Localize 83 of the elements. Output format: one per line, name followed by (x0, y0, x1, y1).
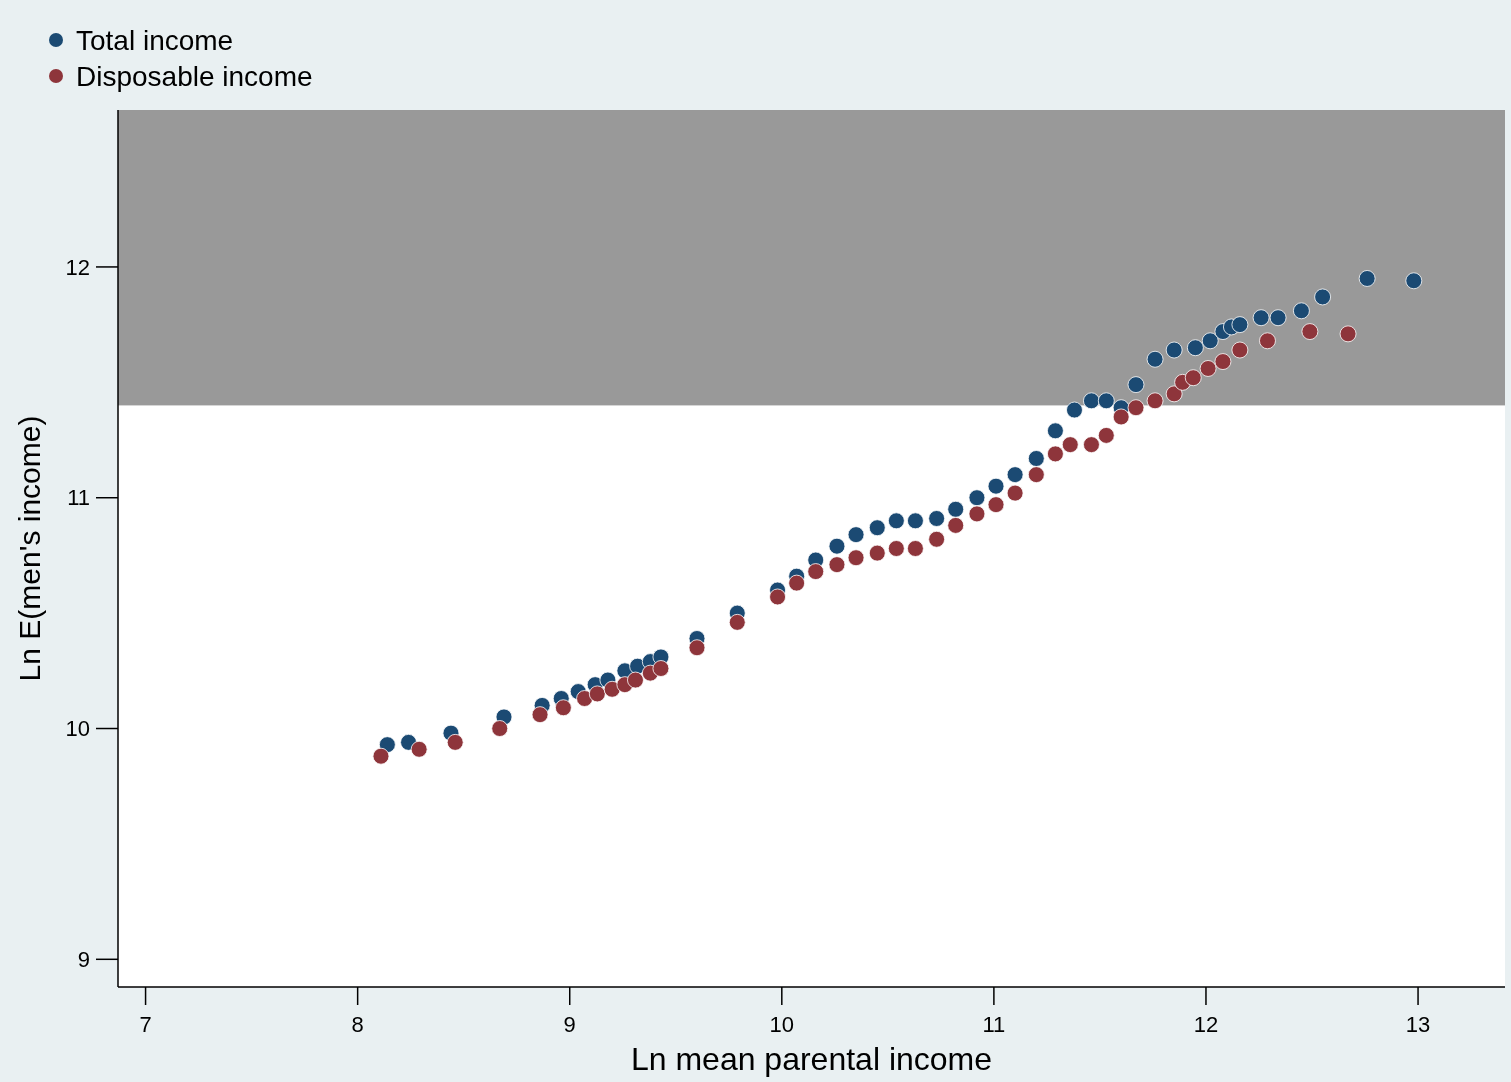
x-tick-label: 13 (1405, 1012, 1431, 1037)
point (372, 747, 390, 765)
x-axis-title: Ln mean parental income (630, 1041, 993, 1077)
point (491, 720, 509, 737)
point (887, 512, 905, 530)
point (1112, 408, 1130, 426)
x-tick-label: 10 (769, 1012, 795, 1037)
y-tick-label: 12 (65, 254, 90, 280)
legend-label: Total income (76, 24, 234, 56)
x-tick-label: 12 (1193, 1012, 1219, 1037)
point (1046, 422, 1064, 440)
point (1006, 484, 1024, 502)
point (1314, 288, 1332, 306)
point (728, 613, 746, 631)
point (1006, 466, 1024, 484)
point (868, 544, 886, 562)
point (828, 556, 846, 574)
y-axis-title: Ln E(men's income) (13, 415, 46, 682)
point (847, 549, 865, 567)
point (828, 537, 846, 555)
point (907, 512, 924, 530)
point (688, 639, 706, 657)
point (769, 588, 786, 606)
point (1146, 392, 1164, 410)
point (887, 540, 905, 557)
point (1127, 376, 1145, 394)
legend-label: Disposable income (76, 60, 313, 92)
point (868, 519, 886, 537)
point (847, 526, 865, 544)
point (1066, 401, 1083, 419)
x-tick-label: 9 (563, 1012, 576, 1037)
point (1097, 427, 1115, 444)
point (1146, 350, 1164, 368)
point (907, 540, 924, 557)
point (1165, 341, 1183, 359)
point (627, 671, 644, 689)
point (1231, 341, 1249, 359)
point (410, 740, 428, 758)
point (1339, 325, 1357, 343)
point (652, 660, 670, 677)
x-tick-label: 7 (139, 1012, 152, 1037)
point (968, 489, 986, 507)
point (1214, 353, 1232, 370)
point (987, 477, 1005, 495)
y-tick-label: 9 (77, 947, 90, 973)
point (1083, 392, 1100, 410)
point (531, 706, 549, 724)
point (947, 500, 965, 518)
point (788, 574, 806, 592)
x-tick-label: 8 (351, 1012, 364, 1037)
point (1097, 392, 1115, 410)
point (554, 699, 572, 717)
point (947, 517, 965, 534)
point (1046, 445, 1064, 463)
point (1358, 270, 1376, 287)
point (928, 510, 946, 527)
point (1186, 339, 1204, 357)
point (603, 680, 621, 698)
point (1301, 323, 1319, 340)
point (968, 505, 986, 523)
point (446, 733, 464, 751)
point (1293, 302, 1310, 320)
point (1231, 316, 1249, 334)
point (1165, 385, 1183, 403)
point (1027, 466, 1045, 484)
point (1127, 399, 1145, 417)
point (1184, 369, 1202, 387)
point (1259, 332, 1276, 350)
x-tick-label: 11 (982, 1012, 1006, 1037)
point (1405, 272, 1423, 290)
point (928, 530, 946, 548)
point (1083, 436, 1100, 454)
point (1199, 360, 1217, 377)
point (1027, 450, 1045, 467)
point (1061, 436, 1079, 454)
point (807, 563, 825, 580)
point (987, 496, 1005, 514)
point (1201, 332, 1219, 350)
point (588, 685, 606, 703)
y-tick-label: 10 (65, 716, 90, 742)
point (1269, 309, 1287, 327)
y-tick-label: 11 (67, 485, 90, 511)
point (1252, 309, 1270, 327)
